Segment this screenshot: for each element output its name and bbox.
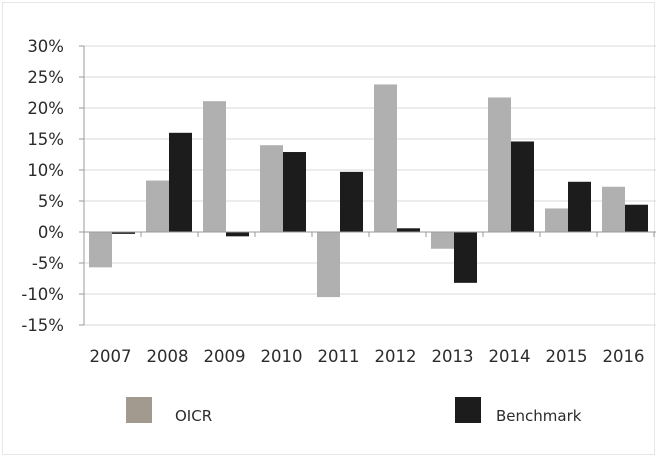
bar-oicr-2008 xyxy=(146,180,169,232)
y-tick-label: 30% xyxy=(27,37,64,56)
x-tick-label: 2010 xyxy=(261,347,303,366)
x-tick-label: 2015 xyxy=(546,347,588,366)
y-tick-label: 5% xyxy=(38,192,64,211)
y-tick-label: 20% xyxy=(27,99,64,118)
bar-oicr-2014 xyxy=(488,97,511,233)
axes xyxy=(79,45,656,326)
bar-oicr-2009 xyxy=(203,101,226,233)
bar-benchmark-2013 xyxy=(454,232,477,283)
y-tick-label: -5% xyxy=(32,254,64,273)
bar-oicr-2010 xyxy=(260,145,283,232)
x-tick-label: 2016 xyxy=(603,347,645,366)
bar-benchmark-2012 xyxy=(397,228,420,232)
x-tick-label: 2013 xyxy=(432,347,474,366)
bar-oicr-2011 xyxy=(317,232,340,298)
legend-swatch-benchmark xyxy=(455,397,481,423)
legend-swatch-oicr xyxy=(126,397,152,423)
bar-benchmark-2011 xyxy=(340,171,363,232)
bar-benchmark-2008 xyxy=(169,132,192,232)
bar-benchmark-2007 xyxy=(112,232,135,234)
bar-oicr-2013 xyxy=(431,232,454,249)
x-tick-label: 2008 xyxy=(147,347,189,366)
bar-oicr-2007 xyxy=(89,232,112,268)
x-tick-label: 2012 xyxy=(375,347,417,366)
x-tick-label: 2011 xyxy=(318,347,360,366)
y-tick-label: -15% xyxy=(21,316,64,335)
y-tick-label: 0% xyxy=(38,223,64,242)
x-tick-label: 2007 xyxy=(90,347,132,366)
y-tick-label: 25% xyxy=(27,68,64,87)
legend-label-oicr: OICR xyxy=(175,407,212,425)
bar-oicr-2012 xyxy=(374,84,397,232)
gridlines xyxy=(84,45,656,326)
legend-label-benchmark: Benchmark xyxy=(496,407,582,425)
bar-benchmark-2016 xyxy=(625,204,648,232)
x-tick-label: 2009 xyxy=(204,347,246,366)
bar-benchmark-2015 xyxy=(568,181,591,232)
y-tick-label: 15% xyxy=(27,130,64,149)
bar-oicr-2016 xyxy=(602,186,625,232)
x-tick-label: 2014 xyxy=(489,347,531,366)
bar-benchmark-2009 xyxy=(226,232,249,237)
y-tick-label: 10% xyxy=(27,161,64,180)
bar-benchmark-2014 xyxy=(511,141,534,232)
y-tick-label: -10% xyxy=(21,285,64,304)
tick-labels: -15% -10% -5% 0% 5% 10% 15% 20% 25% 30% 2007 2008 20… xyxy=(21,37,644,366)
bars xyxy=(89,84,648,298)
legend: OICR Benchmark xyxy=(126,397,582,425)
bar-oicr-2015 xyxy=(545,208,568,232)
bar-benchmark-2010 xyxy=(283,152,306,232)
